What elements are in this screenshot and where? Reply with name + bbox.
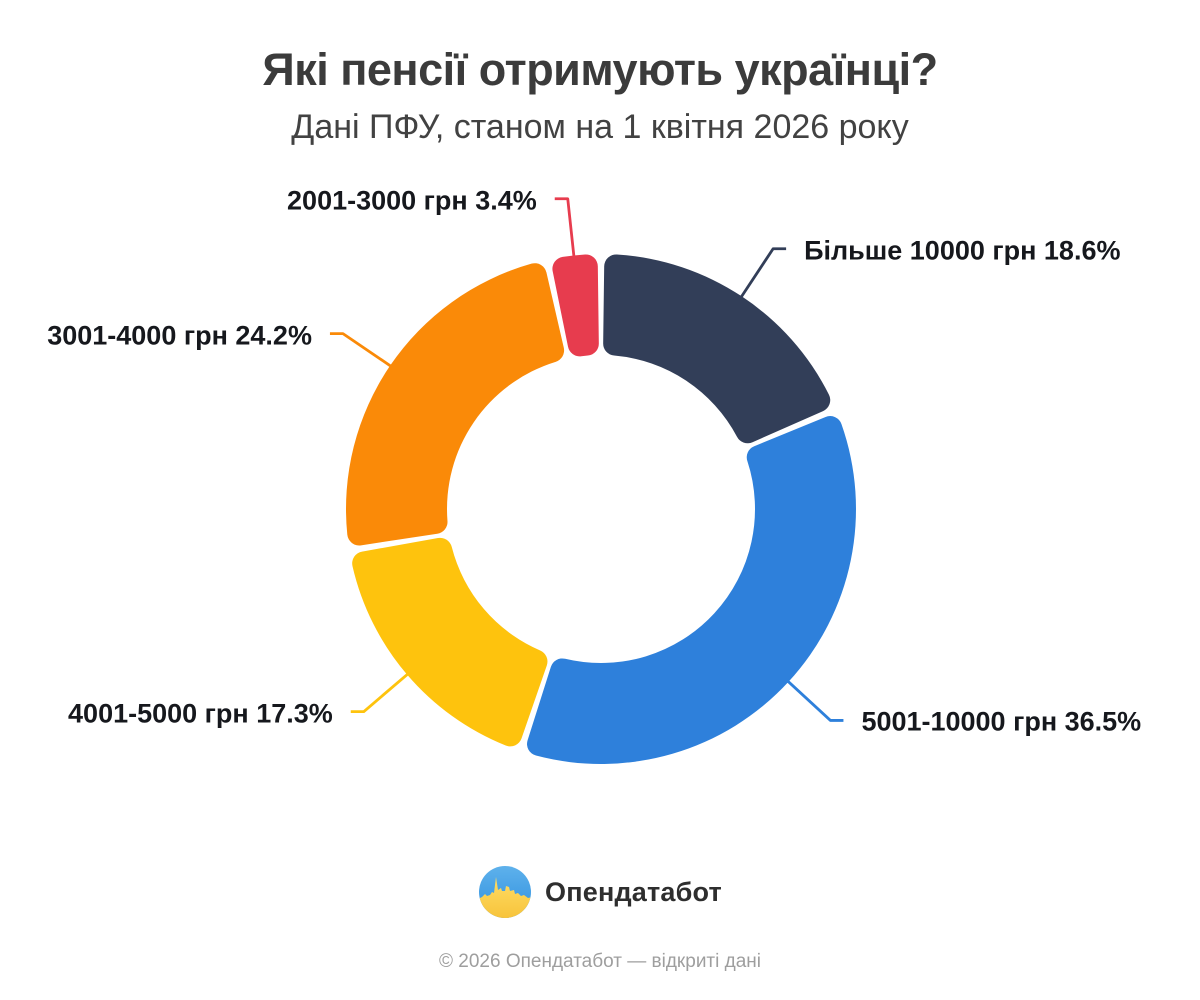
segment-label-4001-5000: 4001-5000 грн 17.3%: [68, 698, 333, 729]
segment-label-5001-10000: 5001-10000 грн 36.5%: [861, 706, 1142, 737]
opendatabot-flag-circle-icon: [479, 866, 532, 918]
leader-line-4: [554, 197, 576, 258]
pie-segment-0: [603, 254, 831, 444]
pie-segment-1: [527, 416, 856, 764]
leader-line-3: [329, 332, 393, 368]
pie-segment-3: [346, 263, 565, 546]
leader-line-0: [739, 247, 787, 299]
segment-label-3001-4000: 3001-4000 грн 24.2%: [47, 320, 312, 351]
pie-segment-4: [552, 254, 599, 357]
segment-label-2001-3000: 2001-3000 грн 3.4%: [287, 185, 537, 216]
brand-logo-text: Опендатабот: [545, 876, 722, 907]
brand-logo: Опендатабот: [0, 864, 1200, 920]
leader-line-2: [350, 672, 410, 714]
page-subtitle: Дані ПФУ, станом на 1 квітня 2026 року: [291, 108, 909, 146]
segment-label-more-10000: Більше 10000 грн 18.6%: [804, 235, 1121, 266]
pie-segment-2: [352, 537, 548, 747]
footer-copyright: © 2026 Опендатабот — відкриті дані: [439, 951, 761, 972]
page-title: Які пенсії отримують українці?: [262, 44, 938, 95]
leader-line-1: [786, 679, 844, 722]
